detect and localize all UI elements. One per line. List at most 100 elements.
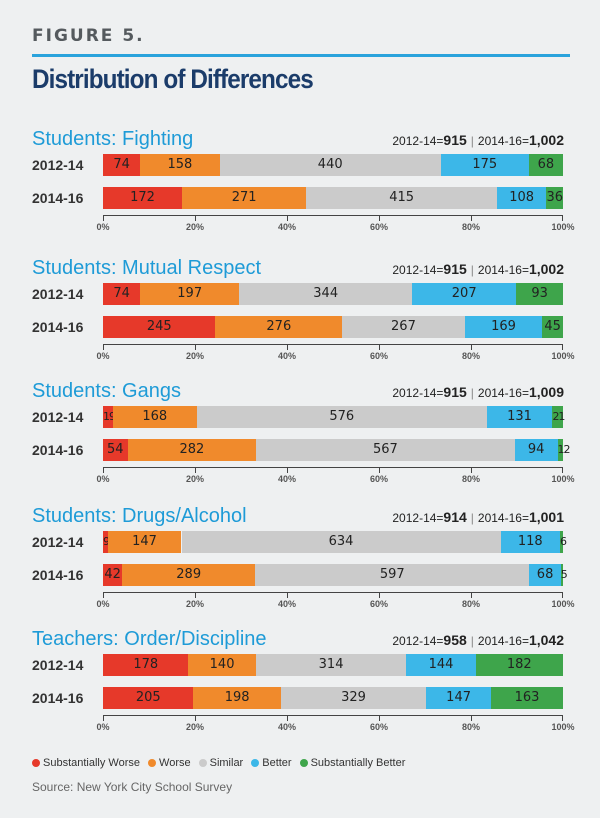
x-axis: 0% 20% 40% 60% 80% 100%: [96, 215, 575, 232]
stacked-bar: 74 197 344 207 93: [103, 283, 563, 305]
x-axis: 0% 20% 40% 60% 80% 100%: [96, 592, 575, 609]
count-label: 2014-16=: [477, 263, 529, 277]
bar-segment: 21: [552, 406, 565, 428]
count-value: 915: [443, 261, 467, 277]
bar-segment: 440: [219, 154, 441, 176]
axis-baseline: [103, 467, 563, 468]
tick-label: 80%: [461, 474, 481, 484]
x-axis: 0% 20% 40% 60% 80% 100%: [96, 715, 575, 732]
stacked-bar: 54 282 567 94 12: [103, 439, 571, 461]
bar-segment: 158: [140, 154, 220, 176]
count-value: 1,001: [528, 509, 564, 525]
bar-segment: 74: [103, 283, 141, 305]
bar-segment: 163: [491, 687, 563, 709]
bar-segment: 168: [112, 406, 197, 428]
bar-segment: 9: [103, 531, 110, 553]
tick-mark: [562, 715, 563, 721]
panel-title: Students: Fighting: [32, 128, 194, 150]
sample-counts: 2012-14=915 | 2014-16=1,009: [392, 384, 564, 400]
bar-segment: 175: [440, 154, 529, 176]
tick-mark: [471, 467, 472, 473]
tick-label: 60%: [369, 722, 389, 732]
tick-mark: [103, 215, 104, 221]
bar-segment: 344: [239, 283, 413, 305]
tick-mark: [287, 215, 288, 221]
row-label: 2012-14: [32, 409, 84, 425]
title-rule: [32, 54, 570, 57]
bar-segment: 147: [426, 687, 492, 709]
tick-mark: [103, 467, 104, 473]
count-separator: |: [470, 263, 474, 277]
count-separator: |: [470, 511, 474, 525]
row-label: 2014-16: [32, 690, 84, 706]
legend-swatch: [198, 759, 207, 768]
tick-label: 0%: [96, 722, 110, 732]
tick-mark: [195, 592, 196, 598]
chart-panel: Students: Fighting 2012-14=915 | 2014-16=1,…: [0, 128, 600, 238]
tick-mark: [379, 344, 380, 350]
bar-segment: 245: [103, 316, 216, 338]
stacked-bar: 19 168 576 131 21: [103, 406, 565, 428]
tick-label: 40%: [277, 474, 297, 484]
tick-mark: [471, 592, 472, 598]
row-label: 2012-14: [32, 534, 84, 550]
bar-segment: 140: [188, 654, 256, 676]
bar-segment: 634: [181, 531, 501, 553]
legend-label: Substantially Worse: [43, 757, 141, 769]
stacked-bar: 205 198 329 147 163: [103, 687, 563, 709]
bar-segment: 147: [107, 531, 182, 553]
bar-segment: 597: [255, 564, 530, 586]
bar-segment: 19: [103, 406, 116, 428]
count-value: 1,002: [528, 132, 564, 148]
bar-segment: 267: [342, 316, 465, 338]
chart-panel: Students: Drugs/Alcohol 2012-14=914 | 2014-…: [0, 505, 600, 615]
bar-segment: 94: [514, 439, 558, 461]
count-label: 2014-16=: [477, 134, 529, 148]
legend-swatch: [148, 759, 157, 768]
tick-mark: [195, 715, 196, 721]
tick-label: 0%: [96, 474, 110, 484]
tick-mark: [471, 344, 472, 350]
tick-label: 80%: [461, 722, 481, 732]
tick-label: 80%: [461, 599, 481, 609]
tick-label: 0%: [96, 351, 110, 361]
tick-label: 80%: [461, 222, 481, 232]
x-axis: 0% 20% 40% 60% 80% 100%: [96, 344, 575, 361]
count-value: 915: [443, 132, 467, 148]
tick-label: 80%: [461, 351, 481, 361]
bar-segment: 5: [560, 564, 568, 586]
panel-title: Teachers: Order/Discipline: [32, 628, 267, 650]
tick-label: 40%: [277, 599, 297, 609]
row-label: 2014-16: [32, 567, 84, 583]
bar-segment: 45: [542, 316, 563, 338]
count-separator: |: [470, 386, 474, 400]
tick-label: 60%: [369, 351, 389, 361]
count-separator: |: [470, 634, 474, 648]
count-value: 1,002: [528, 261, 564, 277]
count-label: 2014-16=: [477, 634, 529, 648]
stacked-bar: 245 276 267 169 45: [103, 316, 563, 338]
bar-segment: 197: [140, 283, 240, 305]
legend-item: Better: [251, 757, 292, 769]
bar-segment: 108: [496, 187, 547, 209]
count-value: 1,009: [528, 384, 564, 400]
axis-baseline: [103, 592, 563, 593]
count-value: 915: [443, 384, 467, 400]
count-label: 2012-14=: [392, 263, 444, 277]
count-value: 914: [443, 509, 467, 525]
bar-segment: 182: [475, 654, 563, 676]
count-label: 2012-14=: [392, 634, 444, 648]
legend-item: Substantially Better: [299, 757, 405, 769]
bar-segment: 12: [557, 439, 571, 461]
sample-counts: 2012-14=914 | 2014-16=1,001: [392, 509, 564, 525]
tick-mark: [562, 592, 563, 598]
bar-segment: 42: [103, 564, 123, 586]
row-label: 2014-16: [32, 190, 84, 206]
sample-counts: 2012-14=958 | 2014-16=1,042: [392, 632, 564, 648]
bar-segment: 144: [406, 654, 476, 676]
bar-segment: 329: [280, 687, 427, 709]
tick-label: 60%: [369, 474, 389, 484]
tick-mark: [287, 592, 288, 598]
tick-mark: [195, 467, 196, 473]
tick-label: 40%: [277, 722, 297, 732]
